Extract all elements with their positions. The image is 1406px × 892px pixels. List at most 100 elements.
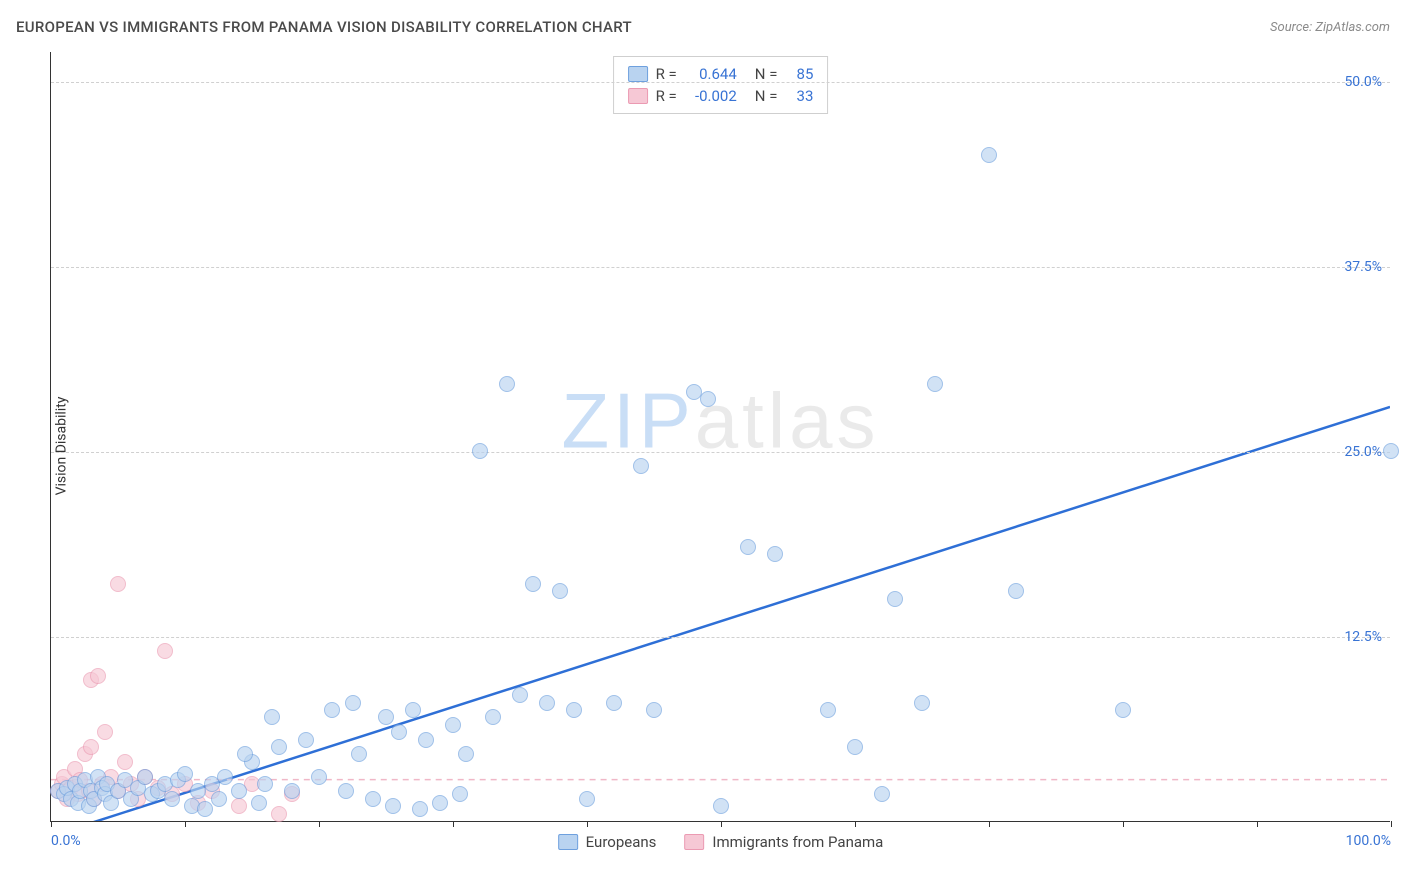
data-point: [1383, 443, 1399, 459]
y-tick-label: 12.5%: [1344, 629, 1382, 645]
data-point: [847, 739, 863, 755]
x-tick: [51, 821, 52, 827]
legend-label: Immigrants from Panama: [712, 833, 883, 851]
stat-n-label: N =: [755, 87, 778, 105]
data-point: [767, 546, 783, 562]
data-point: [324, 702, 340, 718]
data-point: [237, 746, 253, 762]
data-point: [445, 717, 461, 733]
data-point: [820, 702, 836, 718]
legend-label: Europeans: [586, 833, 657, 851]
data-point: [512, 687, 528, 703]
data-point: [412, 801, 428, 817]
data-point: [110, 576, 126, 592]
data-point: [157, 643, 173, 659]
plot-area: ZIPatlas R =0.644N =85R =-0.002N =33 Eur…: [50, 52, 1390, 822]
data-point: [231, 798, 247, 814]
data-point: [197, 801, 213, 817]
data-point: [539, 695, 555, 711]
watermark: ZIPatlas: [561, 376, 879, 467]
gridline: [51, 82, 1390, 83]
data-point: [164, 791, 180, 807]
y-tick-label: 50.0%: [1344, 74, 1382, 90]
data-point: [1008, 583, 1024, 599]
data-point: [264, 709, 280, 725]
bottom-legend: Europeans Immigrants from Panama: [558, 833, 884, 851]
data-point: [927, 376, 943, 392]
x-tick: [453, 821, 454, 827]
stat-n-label: N =: [755, 65, 778, 83]
data-point: [606, 695, 622, 711]
legend-swatch: [684, 834, 704, 850]
data-point: [271, 739, 287, 755]
data-point: [351, 746, 367, 762]
stat-n-value: 33: [785, 87, 813, 105]
data-point: [700, 391, 716, 407]
data-point: [251, 795, 267, 811]
data-point: [713, 798, 729, 814]
data-point: [385, 798, 401, 814]
x-tick: [185, 821, 186, 827]
gridline: [51, 267, 1390, 268]
legend-item: Europeans: [558, 833, 657, 851]
stat-r-label: R =: [656, 65, 677, 83]
data-point: [298, 732, 314, 748]
data-point: [472, 443, 488, 459]
chart-title: EUROPEAN VS IMMIGRANTS FROM PANAMA VISIO…: [16, 18, 632, 36]
gridline: [51, 637, 1390, 638]
data-point: [646, 702, 662, 718]
data-point: [271, 806, 287, 822]
data-point: [452, 786, 468, 802]
data-point: [211, 791, 227, 807]
data-point: [391, 724, 407, 740]
data-point: [83, 739, 99, 755]
data-point: [231, 783, 247, 799]
data-point: [1115, 702, 1131, 718]
stat-r-value: 0.644: [685, 65, 737, 83]
data-point: [418, 732, 434, 748]
data-point: [740, 539, 756, 555]
x-tick: [989, 821, 990, 827]
data-point: [887, 591, 903, 607]
data-point: [552, 583, 568, 599]
gridline: [51, 452, 1390, 453]
data-point: [311, 769, 327, 785]
chart-header: EUROPEAN VS IMMIGRANTS FROM PANAMA VISIO…: [16, 18, 1390, 36]
data-point: [257, 776, 273, 792]
data-point: [378, 709, 394, 725]
stat-n-value: 85: [785, 65, 813, 83]
data-point: [432, 795, 448, 811]
data-point: [177, 766, 193, 782]
legend-item: Immigrants from Panama: [684, 833, 883, 851]
data-point: [284, 783, 300, 799]
data-point: [525, 576, 541, 592]
trend-lines-svg: [51, 52, 1390, 821]
data-point: [579, 791, 595, 807]
x-tick: [1391, 821, 1392, 827]
data-point: [566, 702, 582, 718]
x-tick: [1257, 821, 1258, 827]
x-tick: [1123, 821, 1124, 827]
data-point: [365, 791, 381, 807]
x-tick-label: 100.0%: [1346, 833, 1391, 849]
data-point: [338, 783, 354, 799]
legend-swatch: [628, 88, 648, 104]
data-point: [117, 754, 133, 770]
data-point: [499, 376, 515, 392]
data-point: [90, 668, 106, 684]
data-point: [458, 746, 474, 762]
chart-source: Source: ZipAtlas.com: [1270, 20, 1390, 35]
legend-swatch: [628, 66, 648, 82]
data-point: [914, 695, 930, 711]
data-point: [345, 695, 361, 711]
legend-swatch: [558, 834, 578, 850]
data-point: [405, 702, 421, 718]
x-tick-label: 0.0%: [51, 833, 81, 849]
stats-legend-box: R =0.644N =85R =-0.002N =33: [613, 56, 829, 114]
data-point: [981, 147, 997, 163]
data-point: [485, 709, 501, 725]
stats-row: R =-0.002N =33: [628, 85, 814, 107]
x-tick: [319, 821, 320, 827]
stat-r-label: R =: [656, 87, 677, 105]
y-tick-label: 37.5%: [1344, 259, 1382, 275]
